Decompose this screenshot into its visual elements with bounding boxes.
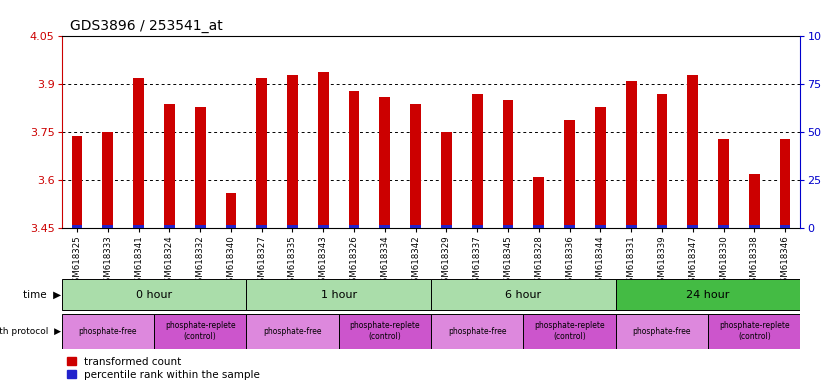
Bar <box>595 225 606 228</box>
Text: 1 hour: 1 hour <box>320 290 357 300</box>
Bar <box>502 101 513 228</box>
Bar <box>318 225 328 228</box>
Bar <box>103 132 113 228</box>
Bar <box>626 81 636 228</box>
Bar <box>687 225 698 228</box>
Bar <box>71 225 82 228</box>
Bar <box>749 174 759 228</box>
Bar <box>154 314 246 349</box>
Bar <box>379 97 390 228</box>
Bar <box>195 225 205 228</box>
Bar <box>524 314 616 349</box>
Bar <box>164 104 175 228</box>
Bar <box>256 225 267 228</box>
Bar <box>226 225 236 228</box>
Text: GDS3896 / 253541_at: GDS3896 / 253541_at <box>70 19 222 33</box>
Bar <box>349 91 360 228</box>
Text: phosphate-free: phosphate-free <box>448 327 507 336</box>
Bar <box>718 139 729 228</box>
Bar <box>410 225 421 228</box>
Legend: transformed count, percentile rank within the sample: transformed count, percentile rank withi… <box>67 357 260 380</box>
Bar <box>318 72 328 228</box>
Bar <box>534 177 544 228</box>
Bar <box>472 225 483 228</box>
Bar <box>133 225 144 228</box>
Bar <box>749 225 759 228</box>
Bar <box>62 314 154 349</box>
Bar <box>626 225 636 228</box>
Bar <box>338 314 431 349</box>
Text: 0 hour: 0 hour <box>135 290 172 300</box>
Bar <box>287 75 298 228</box>
Bar <box>379 225 390 228</box>
Text: phosphate-free: phosphate-free <box>633 327 691 336</box>
Bar <box>103 225 113 228</box>
Bar <box>164 225 175 228</box>
Text: phosphate-replete
(control): phosphate-replete (control) <box>350 321 420 341</box>
Bar <box>431 314 524 349</box>
Text: phosphate-replete
(control): phosphate-replete (control) <box>534 321 605 341</box>
Bar <box>564 225 575 228</box>
Bar <box>349 225 360 228</box>
Bar <box>133 78 144 228</box>
Bar <box>62 279 246 310</box>
Bar <box>441 225 452 228</box>
Text: phosphate-free: phosphate-free <box>79 327 137 336</box>
Bar <box>595 107 606 228</box>
Text: phosphate-replete
(control): phosphate-replete (control) <box>719 321 790 341</box>
Bar <box>657 94 667 228</box>
Bar <box>708 314 800 349</box>
Bar <box>687 75 698 228</box>
Bar <box>616 314 708 349</box>
Text: 6 hour: 6 hour <box>505 290 542 300</box>
Text: phosphate-replete
(control): phosphate-replete (control) <box>165 321 236 341</box>
Bar <box>246 314 338 349</box>
Bar <box>410 104 421 228</box>
Bar <box>226 193 236 228</box>
Bar <box>287 225 298 228</box>
Text: phosphate-free: phosphate-free <box>264 327 322 336</box>
Bar <box>718 225 729 228</box>
Bar <box>441 132 452 228</box>
Bar <box>780 139 791 228</box>
Bar <box>431 279 616 310</box>
Bar <box>564 120 575 228</box>
Text: 24 hour: 24 hour <box>686 290 730 300</box>
Bar <box>534 225 544 228</box>
Text: growth protocol  ▶: growth protocol ▶ <box>0 327 61 336</box>
Bar <box>256 78 267 228</box>
Bar <box>472 94 483 228</box>
Bar <box>71 136 82 228</box>
Bar <box>616 279 800 310</box>
Bar <box>780 225 791 228</box>
Bar <box>657 225 667 228</box>
Bar <box>195 107 205 228</box>
Text: time  ▶: time ▶ <box>23 290 61 300</box>
Bar <box>246 279 431 310</box>
Bar <box>502 225 513 228</box>
